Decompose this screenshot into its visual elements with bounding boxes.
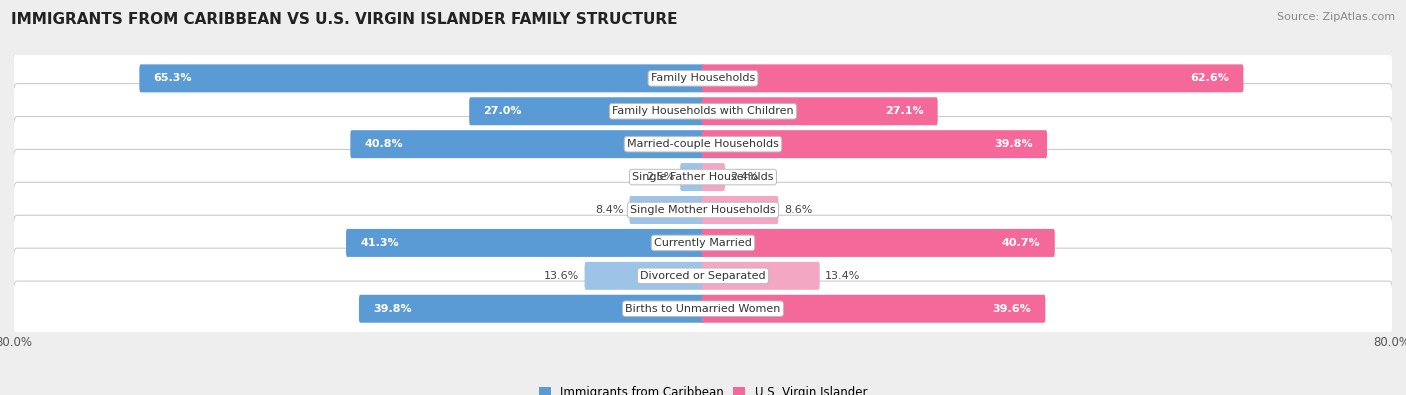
Legend: Immigrants from Caribbean, U.S. Virgin Islander: Immigrants from Caribbean, U.S. Virgin I…	[534, 381, 872, 395]
FancyBboxPatch shape	[702, 163, 725, 191]
FancyBboxPatch shape	[13, 215, 1393, 271]
FancyBboxPatch shape	[702, 97, 938, 125]
FancyBboxPatch shape	[702, 64, 1243, 92]
Text: Divorced or Separated: Divorced or Separated	[640, 271, 766, 281]
FancyBboxPatch shape	[13, 149, 1393, 205]
FancyBboxPatch shape	[13, 117, 1393, 172]
FancyBboxPatch shape	[346, 229, 704, 257]
Text: 39.8%: 39.8%	[994, 139, 1033, 149]
Text: 8.6%: 8.6%	[785, 205, 813, 215]
Text: Family Households with Children: Family Households with Children	[612, 106, 794, 116]
FancyBboxPatch shape	[470, 97, 704, 125]
Text: 41.3%: 41.3%	[360, 238, 399, 248]
FancyBboxPatch shape	[702, 229, 1054, 257]
FancyBboxPatch shape	[702, 295, 1045, 323]
Text: IMMIGRANTS FROM CARIBBEAN VS U.S. VIRGIN ISLANDER FAMILY STRUCTURE: IMMIGRANTS FROM CARIBBEAN VS U.S. VIRGIN…	[11, 12, 678, 27]
Text: 62.6%: 62.6%	[1191, 73, 1229, 83]
Text: 40.8%: 40.8%	[364, 139, 404, 149]
Text: Single Father Households: Single Father Households	[633, 172, 773, 182]
Text: Married-couple Households: Married-couple Households	[627, 139, 779, 149]
FancyBboxPatch shape	[13, 84, 1393, 139]
FancyBboxPatch shape	[13, 51, 1393, 106]
Text: 8.4%: 8.4%	[595, 205, 624, 215]
FancyBboxPatch shape	[702, 262, 820, 290]
FancyBboxPatch shape	[359, 295, 704, 323]
FancyBboxPatch shape	[702, 130, 1047, 158]
Text: 39.6%: 39.6%	[993, 304, 1031, 314]
Text: 13.4%: 13.4%	[825, 271, 860, 281]
Text: 39.8%: 39.8%	[373, 304, 412, 314]
Text: Births to Unmarried Women: Births to Unmarried Women	[626, 304, 780, 314]
Text: 2.5%: 2.5%	[647, 172, 675, 182]
Text: Single Mother Households: Single Mother Households	[630, 205, 776, 215]
Text: 27.1%: 27.1%	[884, 106, 924, 116]
Text: 2.4%: 2.4%	[731, 172, 759, 182]
FancyBboxPatch shape	[13, 248, 1393, 303]
Text: 27.0%: 27.0%	[484, 106, 522, 116]
Text: 13.6%: 13.6%	[544, 271, 579, 281]
Text: Currently Married: Currently Married	[654, 238, 752, 248]
Text: 65.3%: 65.3%	[153, 73, 193, 83]
FancyBboxPatch shape	[702, 196, 779, 224]
FancyBboxPatch shape	[585, 262, 704, 290]
FancyBboxPatch shape	[681, 163, 704, 191]
Text: 40.7%: 40.7%	[1002, 238, 1040, 248]
Text: Family Households: Family Households	[651, 73, 755, 83]
FancyBboxPatch shape	[13, 182, 1393, 238]
FancyBboxPatch shape	[139, 64, 704, 92]
FancyBboxPatch shape	[13, 281, 1393, 337]
FancyBboxPatch shape	[350, 130, 704, 158]
Text: Source: ZipAtlas.com: Source: ZipAtlas.com	[1277, 12, 1395, 22]
FancyBboxPatch shape	[630, 196, 704, 224]
